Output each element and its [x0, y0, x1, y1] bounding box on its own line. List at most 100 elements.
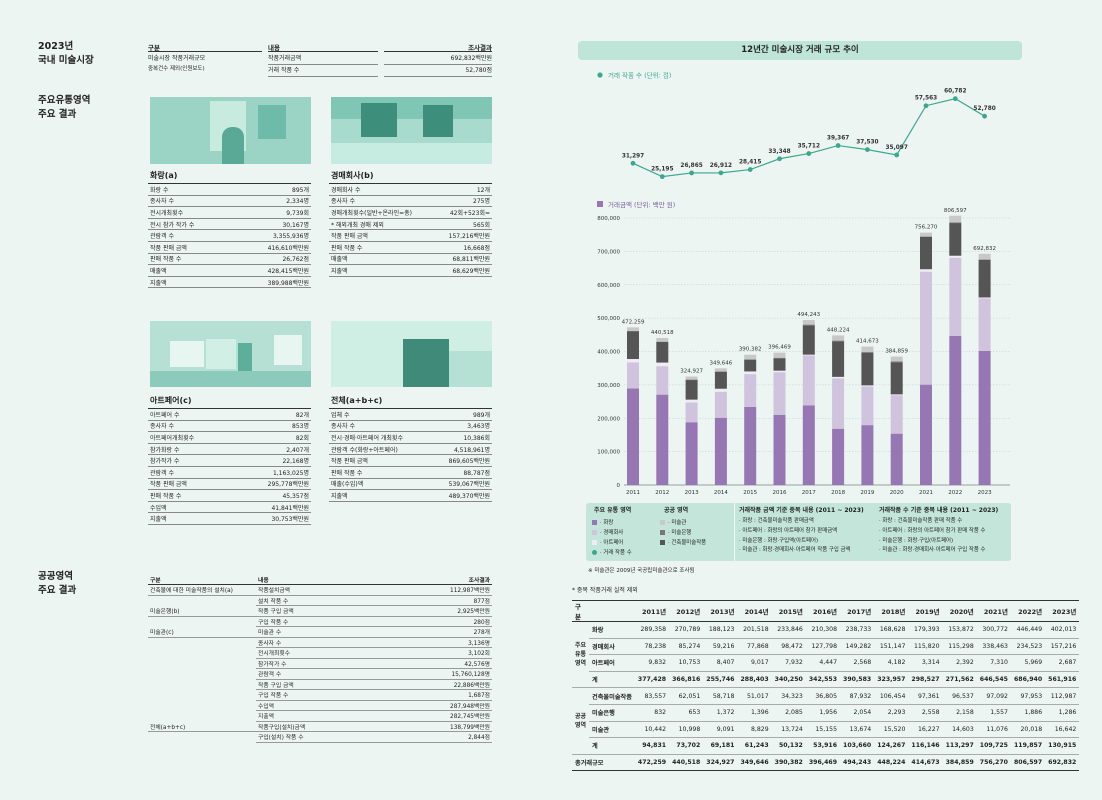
auction-title: 경매회사(b): [331, 171, 374, 180]
public-title-1: 공공영역: [38, 571, 73, 582]
year-table-cell: 298,527: [908, 671, 943, 689]
public-row-group: 미술관(c): [148, 626, 256, 638]
year-table-cell: 4,447: [805, 654, 841, 672]
public-row-label: 구입 작품 수: [256, 616, 383, 627]
public-row-value: 282,745백만원: [382, 710, 492, 722]
bar-segment: [627, 362, 639, 389]
auction-row: 작품 판매 금액 157,216백만원: [329, 229, 492, 242]
public-row-value: 280점: [382, 616, 492, 627]
legend-pub-swatch: [660, 519, 665, 525]
bar-total-label: 806,597: [944, 208, 967, 214]
x-tick-label: 2021: [919, 490, 933, 496]
public-head-result: 조사결과: [382, 574, 492, 585]
year-table-header: 2011년: [634, 600, 670, 622]
x-tick-label: 2018: [831, 490, 845, 496]
bar-segment: [627, 331, 639, 360]
year-table-cell: 384,859: [942, 753, 977, 772]
line-legend-marker: [597, 72, 603, 78]
line-legend: 거래 작품 수 (단위: 점): [597, 71, 671, 80]
legend-cnt-item: · 아트페어 : 화랑의 아트페어 참가 판매 작품 수: [879, 527, 986, 534]
total-photo: [331, 321, 492, 387]
bar-legend: 거래금액 (단위: 백만 원): [597, 200, 675, 209]
gallery-row-value: 26,762점: [232, 253, 311, 266]
legend-dist-items: · 화랑 · 경매회사 · 아트페어 · 거래 작품 수: [588, 517, 632, 557]
total-row-value: 489,370백만원: [431, 489, 492, 502]
gallery-row-label: 작품 판매 금액: [148, 241, 233, 254]
artfair-row-label: 참가화랑 수: [148, 443, 232, 456]
x-tick-label: 2022: [948, 490, 962, 496]
total-row-value: 4,518,961명: [431, 443, 492, 456]
domestic-row-label-main: 미술시장 작품거래규모: [148, 55, 206, 62]
public-row-group: [148, 679, 256, 690]
domestic-row-contents: 작품거래금액 거래 작품 수: [268, 52, 378, 77]
bar-segment: [714, 388, 727, 392]
auction-row-value: 12개: [435, 183, 492, 196]
total-row-label: 지출액: [329, 489, 432, 502]
public-row: 종사자 수 3,136명: [148, 637, 492, 648]
year-table-cell: 201,518: [737, 621, 772, 639]
year-table-row: 공공 영역 건축물미술작품 83,557 62,051 58,718 51,017 34,3…: [572, 687, 1080, 755]
public-row-group: [148, 595, 256, 606]
legend-dist-label: · 아트페어: [600, 540, 624, 546]
line-point: [923, 103, 929, 109]
gallery-row-label: 전시개최횟수: [148, 206, 233, 219]
year-table-cell: 116,146: [908, 737, 943, 755]
year-table-cell: 77,868: [737, 638, 772, 656]
bar-segment: [802, 405, 815, 485]
legend-dist-item: · 거래 작품 수: [588, 547, 632, 557]
line-point: [865, 147, 870, 153]
public-row: 미술은행(b) 작품 구입 금액 2,925백만원: [148, 605, 492, 617]
total-row: 작품 판매 금액 869,605백만원: [329, 454, 492, 467]
public-row: 설치 작품 수 877점: [148, 595, 492, 606]
bar-legend-label: 거래금액 (단위: 백만 원): [608, 200, 675, 209]
auction-row: 종사자 수 275명: [329, 195, 492, 208]
bar-segment: [714, 368, 727, 372]
year-table-cell: 646,545: [976, 671, 1011, 689]
year-table-cell: 16,227: [908, 721, 943, 739]
total-row-label: 판매 작품 수: [329, 466, 432, 479]
year-table-cell: 10,753: [669, 654, 704, 672]
bar-segment: [832, 378, 845, 429]
legend-box: 주요 유통 영역 공공 영역 · 화랑 · 경매회사 · 아트페어 · 거래 작품 수…: [586, 503, 1011, 561]
year-table-cell: 20,018: [1010, 721, 1046, 739]
public-row: 건축물에 대한 미술작품의 설치(a) 작품설치금액 112,987백만원: [148, 584, 492, 596]
domestic-content-count: 거래 작품 수: [268, 65, 378, 77]
year-table-cell: 2,293: [874, 704, 909, 722]
public-row-value: 3,102회: [382, 647, 492, 659]
artfair-row: 작품 판매 금액 295,778백만원: [148, 478, 311, 491]
x-tick-label: 2011: [626, 490, 640, 496]
artfair-photo: [150, 321, 311, 387]
public-row: 전시개최횟수 3,102회: [148, 647, 492, 659]
public-row-group: [148, 648, 256, 659]
public-row-label: 종사자 수: [256, 637, 383, 648]
legend-cnt-item: · 미술은행 : 화랑·구입(아트페어): [879, 537, 954, 544]
bar-segment: [978, 297, 991, 299]
bar-segment: [656, 337, 669, 342]
public-row-value: 42,576명: [382, 658, 492, 669]
gallery-row-value: 3,355,936명: [232, 229, 311, 242]
total-row: 전시·경매·아트페어 개최횟수 10,386회: [329, 431, 492, 444]
bar-segment: [978, 259, 991, 298]
gallery-table: 화랑 수 895개 종사자 수 2,334명 전시개최횟수 9,739회 전시 참가 작가 …: [148, 183, 311, 289]
year-table-header: 2023년: [1045, 600, 1080, 622]
legend-amt-item: · 화랑 : 건축물미술작품 판매금액: [739, 518, 814, 524]
public-row-group: [148, 658, 256, 669]
gallery-row-value: 416,610백만원: [232, 241, 311, 254]
public-row-group: [148, 669, 256, 680]
gallery-row: 판매 작품 수 26,762점: [148, 253, 311, 266]
public-row: 작품 구입 금액 22,886백만원: [148, 679, 492, 690]
public-row-value: 287,948백만원: [382, 700, 492, 711]
year-table-row: 미술은행 832 653 1,372 1,396 2,085 1,956 2,054 2,293…: [572, 704, 1080, 722]
auction-row-label: 종사자 수: [329, 195, 436, 208]
col-head-result: 조사결과: [384, 42, 492, 52]
artfair-row-label: 참가작가 수: [148, 454, 232, 467]
artfair-row-label: 관람객 수: [148, 466, 232, 479]
gallery-row: 전시개최횟수 9,739회: [148, 206, 311, 219]
year-table-header: 2020년: [942, 600, 977, 622]
legend-amt-item: · 아트페어 : 화랑의 아트페어 참가 판매금액: [739, 527, 838, 534]
bar-segment: [773, 358, 786, 371]
bar-segment: [714, 371, 727, 389]
artfair-row: 판매 작품 수 45,357점: [148, 489, 311, 502]
line-point-label: 26,865: [680, 163, 702, 169]
auction-row: 판매 작품 수 16,668점: [329, 241, 492, 254]
